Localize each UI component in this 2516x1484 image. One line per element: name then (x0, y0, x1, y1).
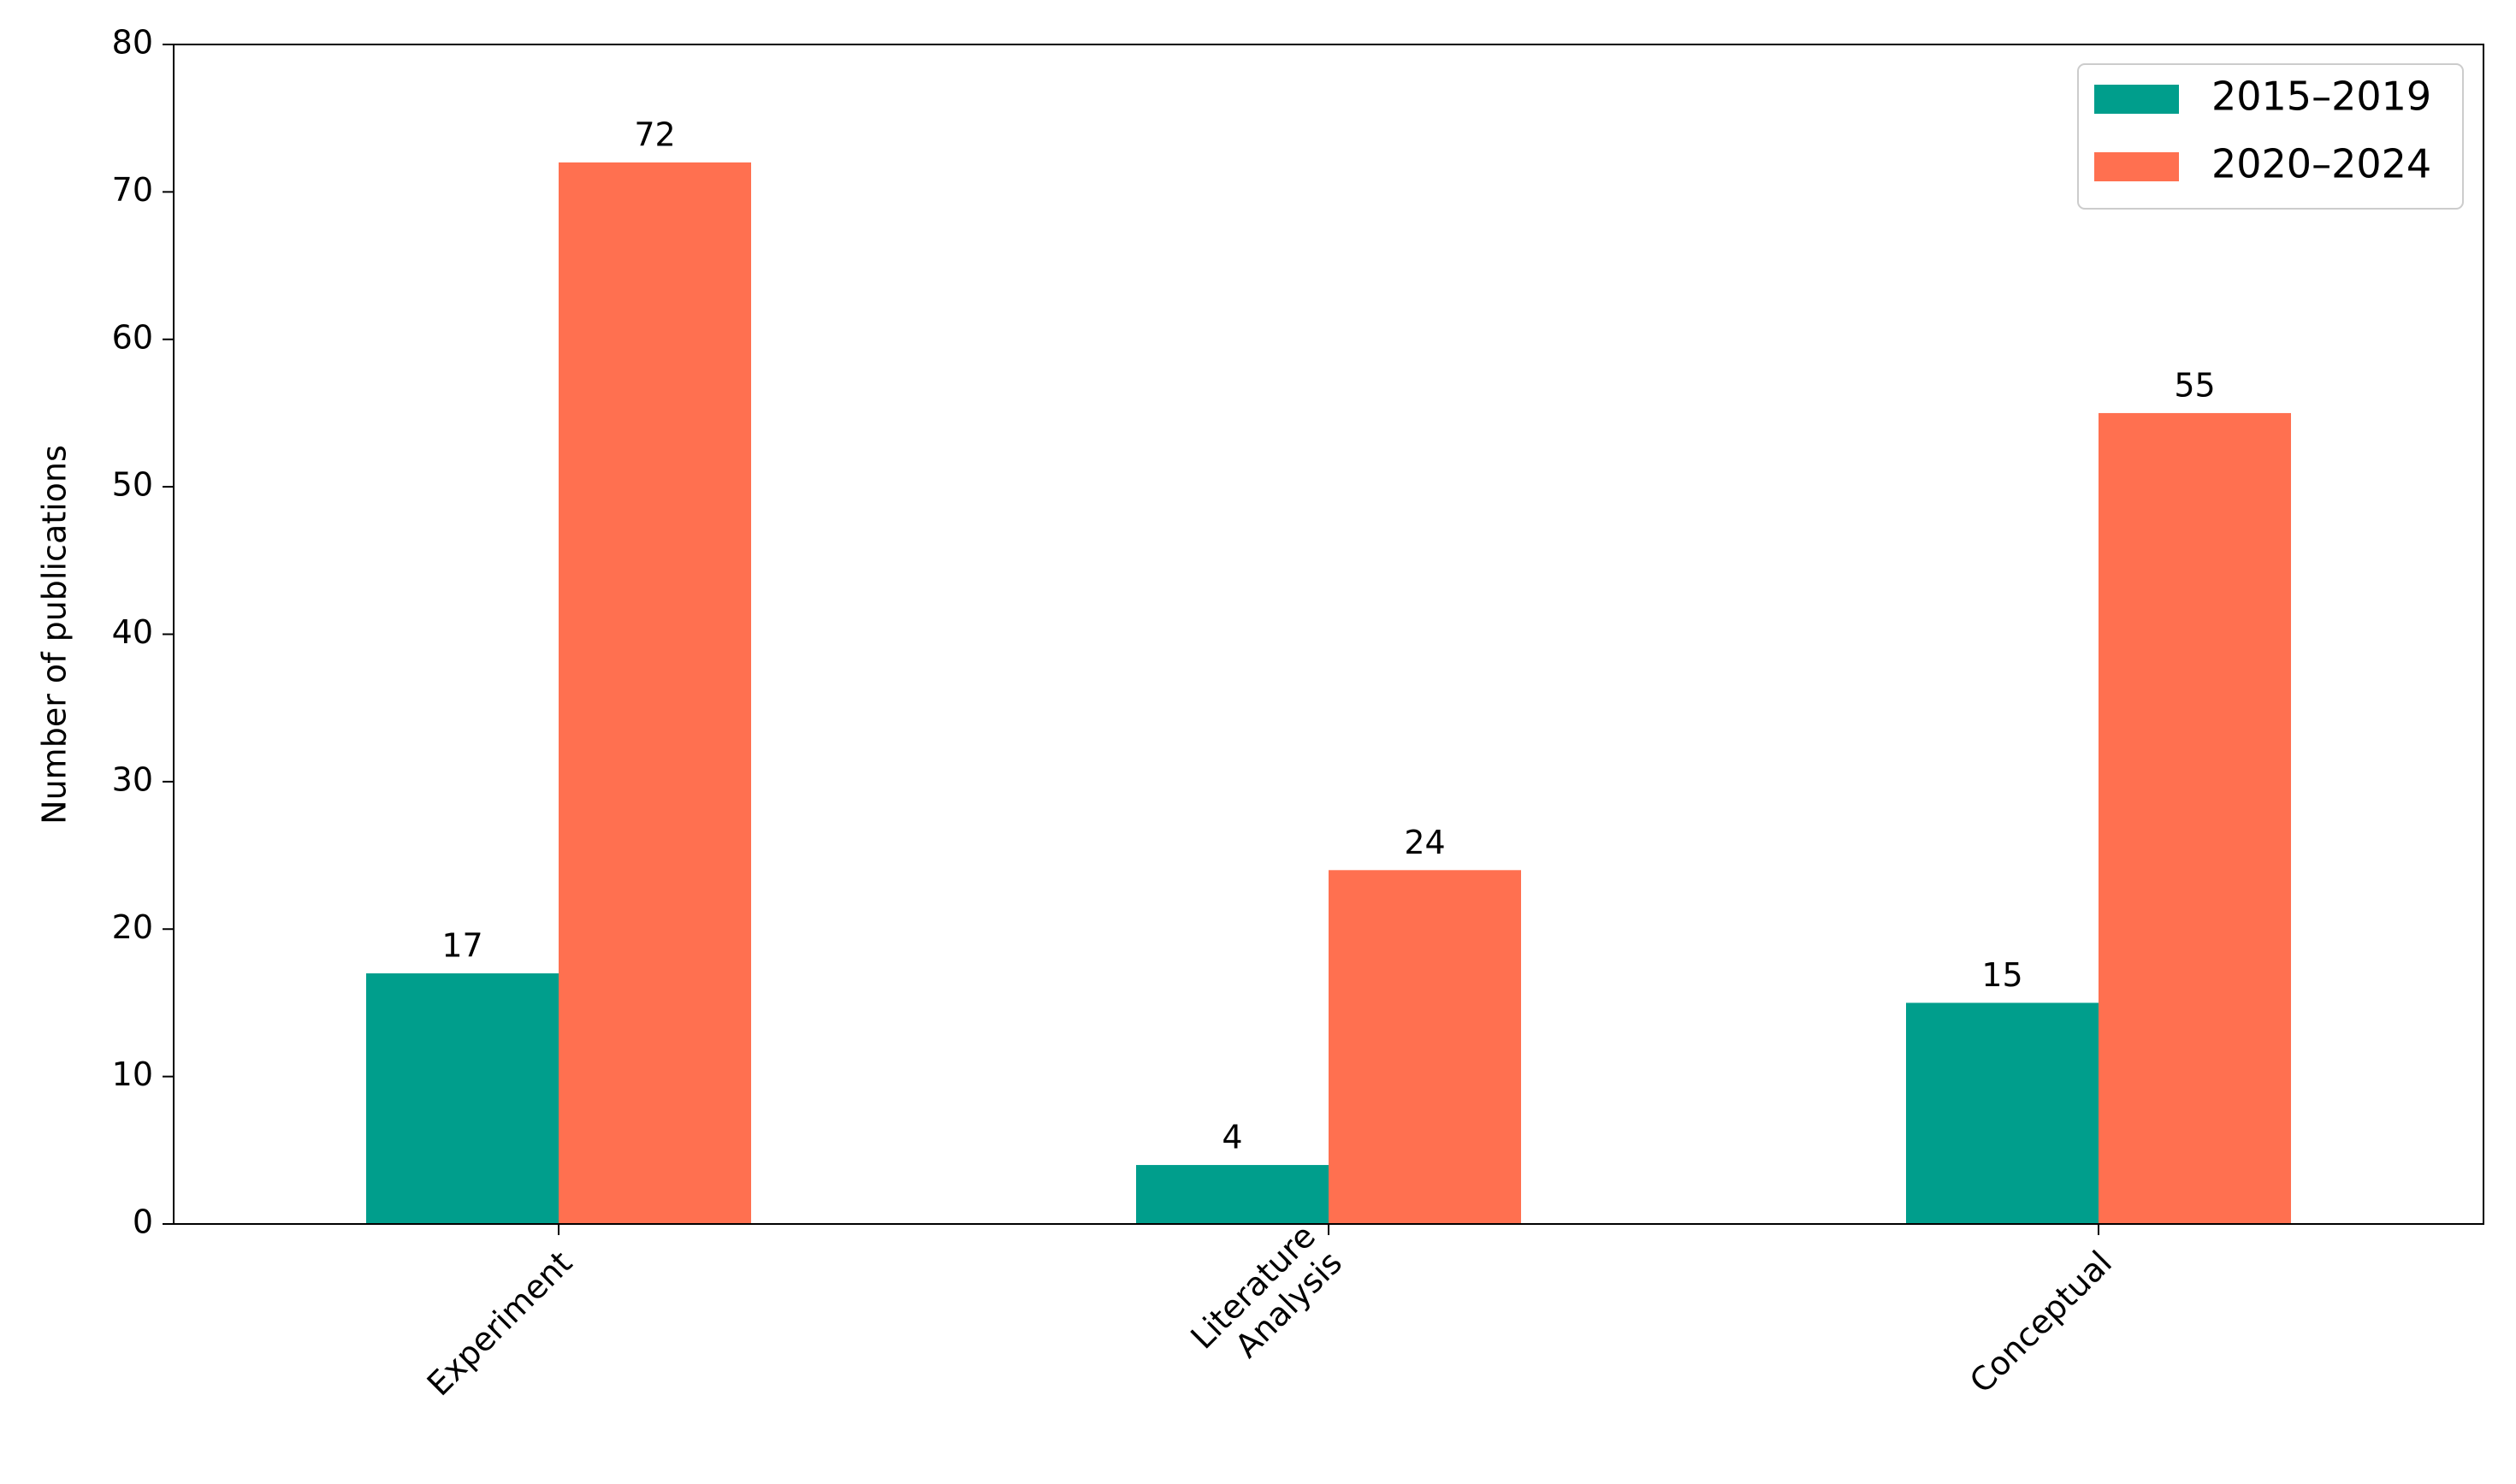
y-axis-label: Number of publications (36, 445, 74, 825)
data-label: 55 (2174, 366, 2215, 404)
x-tick-label: Conceptual (1962, 1244, 2119, 1400)
plot-frame (173, 44, 2484, 1225)
data-label: 24 (1404, 824, 1445, 861)
y-tick-label: 10 (112, 1055, 153, 1093)
bar (1329, 870, 1521, 1224)
legend-swatch (2094, 152, 2179, 181)
bar (559, 162, 751, 1224)
y-tick-label: 0 (133, 1203, 153, 1241)
legend-label: 2020–2024 (2211, 141, 2431, 187)
data-label: 72 (634, 115, 675, 153)
y-tick-label: 80 (112, 24, 153, 62)
legend-swatch (2094, 85, 2179, 114)
y-tick-label: 70 (112, 171, 153, 209)
data-label: 17 (441, 926, 482, 964)
bar (2099, 412, 2291, 1224)
y-tick-label: 60 (112, 318, 153, 356)
y-tick-label: 20 (112, 908, 153, 946)
bar (1136, 1165, 1329, 1224)
x-tick-label: LiteratureAnalysis (1183, 1217, 1349, 1383)
legend-label: 2015–2019 (2211, 74, 2431, 120)
data-label: 15 (1981, 956, 2022, 994)
data-label: 4 (1222, 1119, 1242, 1156)
y-tick-label: 40 (112, 613, 153, 651)
y-tick-label: 30 (112, 760, 153, 798)
bar (366, 973, 559, 1224)
y-tick-label: 50 (112, 466, 153, 504)
x-tick-label: Experiment (419, 1244, 578, 1403)
bar (1906, 1002, 2099, 1224)
